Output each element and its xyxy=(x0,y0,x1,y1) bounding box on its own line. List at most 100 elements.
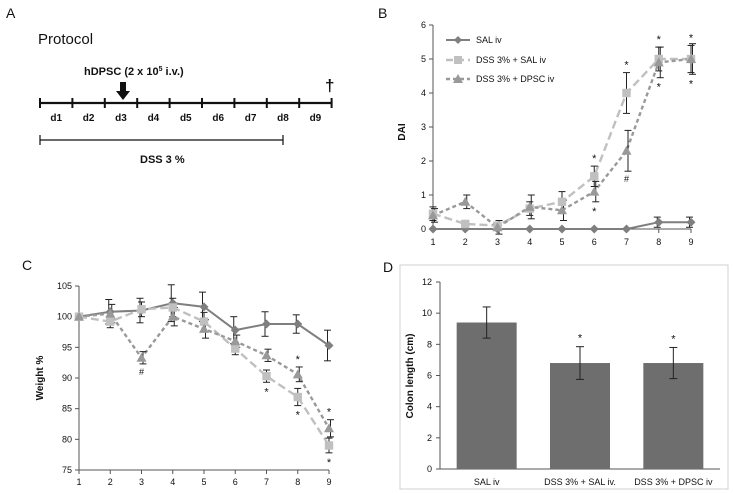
y-tick-label: 105 xyxy=(57,281,72,291)
x-tick-label: 4 xyxy=(170,477,175,487)
significance-star: * xyxy=(624,60,629,72)
data-point-s1 xyxy=(622,224,631,234)
data-point-s3 xyxy=(557,205,567,215)
panel-a-letter: A xyxy=(6,5,16,21)
legend-sal-label: SAL iv xyxy=(476,35,502,45)
injection-label: hDPSC (2 x 105 i.v.) xyxy=(84,66,184,78)
x-tick-label: 8 xyxy=(656,237,661,247)
significance-star: * xyxy=(657,34,662,46)
chart-c-weight: 75 80 85 90 95 100 105 1 2 3 4 5 6 7 8 9 # * * * * * xyxy=(57,281,334,487)
y-tick-label: 95 xyxy=(62,342,72,352)
bar-2 xyxy=(550,363,610,469)
chart-c-ylabel: Weight % xyxy=(35,355,46,400)
data-point-s3 xyxy=(167,311,178,321)
chart-d-colon-length: 0 2 4 6 8 10 12 SAL iv * DSS 3% + SAL iv. * DSS 3% … xyxy=(422,277,720,487)
data-point-s2 xyxy=(137,305,146,314)
y-tick-label: 3 xyxy=(421,122,426,132)
data-point-s3 xyxy=(199,323,209,333)
chart-d-frame xyxy=(399,264,729,490)
significance-star: * xyxy=(671,333,676,345)
x-tick-label: 3 xyxy=(495,237,500,247)
significance-star: * xyxy=(689,78,694,90)
data-point-s3 xyxy=(621,145,632,155)
data-point-s2 xyxy=(168,303,177,312)
dss-label: DSS 3 % xyxy=(140,154,185,166)
significance-star: * xyxy=(327,407,332,419)
significance-star: * xyxy=(264,386,269,398)
data-point-s1 xyxy=(199,302,209,312)
data-point-s1 xyxy=(654,217,664,227)
y-tick-label: 2 xyxy=(421,156,426,166)
x-category-label: DSS 3% + DPSC iv xyxy=(634,477,713,487)
injection-arrow-icon xyxy=(116,82,130,100)
x-category-label: DSS 3% + SAL iv. xyxy=(544,477,616,487)
legend-dss-dpsc-label: DSS 3% + DPSC iv xyxy=(476,74,555,84)
y-tick-label: 0 xyxy=(421,224,426,234)
y-tick-label: 12 xyxy=(422,277,432,287)
data-point-s2 xyxy=(262,371,271,381)
data-point-s2 xyxy=(590,172,599,181)
y-tick-label: 8 xyxy=(427,339,432,349)
y-tick-label: 90 xyxy=(62,373,72,383)
data-point-s3 xyxy=(460,196,471,206)
data-point-s1 xyxy=(557,224,567,234)
significance-star: * xyxy=(296,410,301,422)
panel-b-letter: B xyxy=(378,5,387,21)
protocol-title: Protocol xyxy=(38,31,93,48)
data-point-s2 xyxy=(461,219,470,229)
significance-star: * xyxy=(689,32,694,44)
x-tick-label: 9 xyxy=(326,477,331,487)
timeline-day-d4: d4 xyxy=(148,113,160,124)
x-tick-label: 5 xyxy=(201,477,206,487)
bar-3 xyxy=(643,363,704,469)
y-tick-label: 6 xyxy=(427,371,432,381)
significance-star: * xyxy=(657,82,662,94)
series-line-2 xyxy=(78,306,331,447)
legend-dss-sal-square-icon xyxy=(454,56,462,64)
bar-1 xyxy=(456,322,517,469)
panel-d: D Colon length (cm) 0 2 4 6 8 10 12 SAL iv * DSS … xyxy=(383,259,729,490)
data-point-s1 xyxy=(525,224,535,234)
data-point-s3 xyxy=(428,210,438,220)
y-tick-label: 5 xyxy=(421,54,426,64)
y-tick-label: 1 xyxy=(421,190,426,200)
y-tick-label: 80 xyxy=(62,434,72,444)
data-point-s3 xyxy=(524,201,535,211)
timeline-day-d5: d5 xyxy=(180,113,192,124)
data-point-s2 xyxy=(231,344,240,353)
data-point-s3 xyxy=(105,308,116,318)
data-point-s2 xyxy=(324,441,334,450)
x-tick-label: 2 xyxy=(108,477,113,487)
x-tick-label: 6 xyxy=(233,477,238,487)
y-tick-label: 4 xyxy=(421,88,426,98)
significance-hash: # xyxy=(139,367,144,377)
legend-sal-diamond-icon xyxy=(454,36,462,44)
data-point-s2 xyxy=(557,197,567,206)
timeline-day-d7: d7 xyxy=(245,113,257,124)
significance-star: * xyxy=(592,206,597,218)
x-category-label: SAL iv xyxy=(474,477,500,487)
sacrifice-dagger-icon: † xyxy=(325,76,334,95)
x-tick-label: 7 xyxy=(264,477,269,487)
significance-star: * xyxy=(327,457,332,469)
significance-star: * xyxy=(296,354,301,366)
x-tick-label: 6 xyxy=(592,237,597,247)
y-tick-label: 6 xyxy=(421,20,426,30)
data-point-s1 xyxy=(324,340,334,350)
x-tick-label: 4 xyxy=(527,237,532,247)
data-point-s3 xyxy=(292,369,303,379)
data-point-s3 xyxy=(589,186,600,196)
data-point-s3 xyxy=(261,350,272,360)
x-tick-label: 1 xyxy=(430,237,435,247)
data-point-s3 xyxy=(653,57,664,67)
y-tick-label: 0 xyxy=(427,464,432,474)
timeline-day-d9: d9 xyxy=(310,113,322,124)
x-tick-label: 3 xyxy=(139,477,144,487)
data-point-s1 xyxy=(428,224,438,234)
data-point-s1 xyxy=(589,224,599,234)
significance-star: * xyxy=(578,333,583,345)
chart-d-ylabel: Colon length (cm) xyxy=(405,334,416,419)
data-point-s1 xyxy=(262,319,271,329)
legend-dss-dpsc-triangle-icon xyxy=(453,74,463,83)
